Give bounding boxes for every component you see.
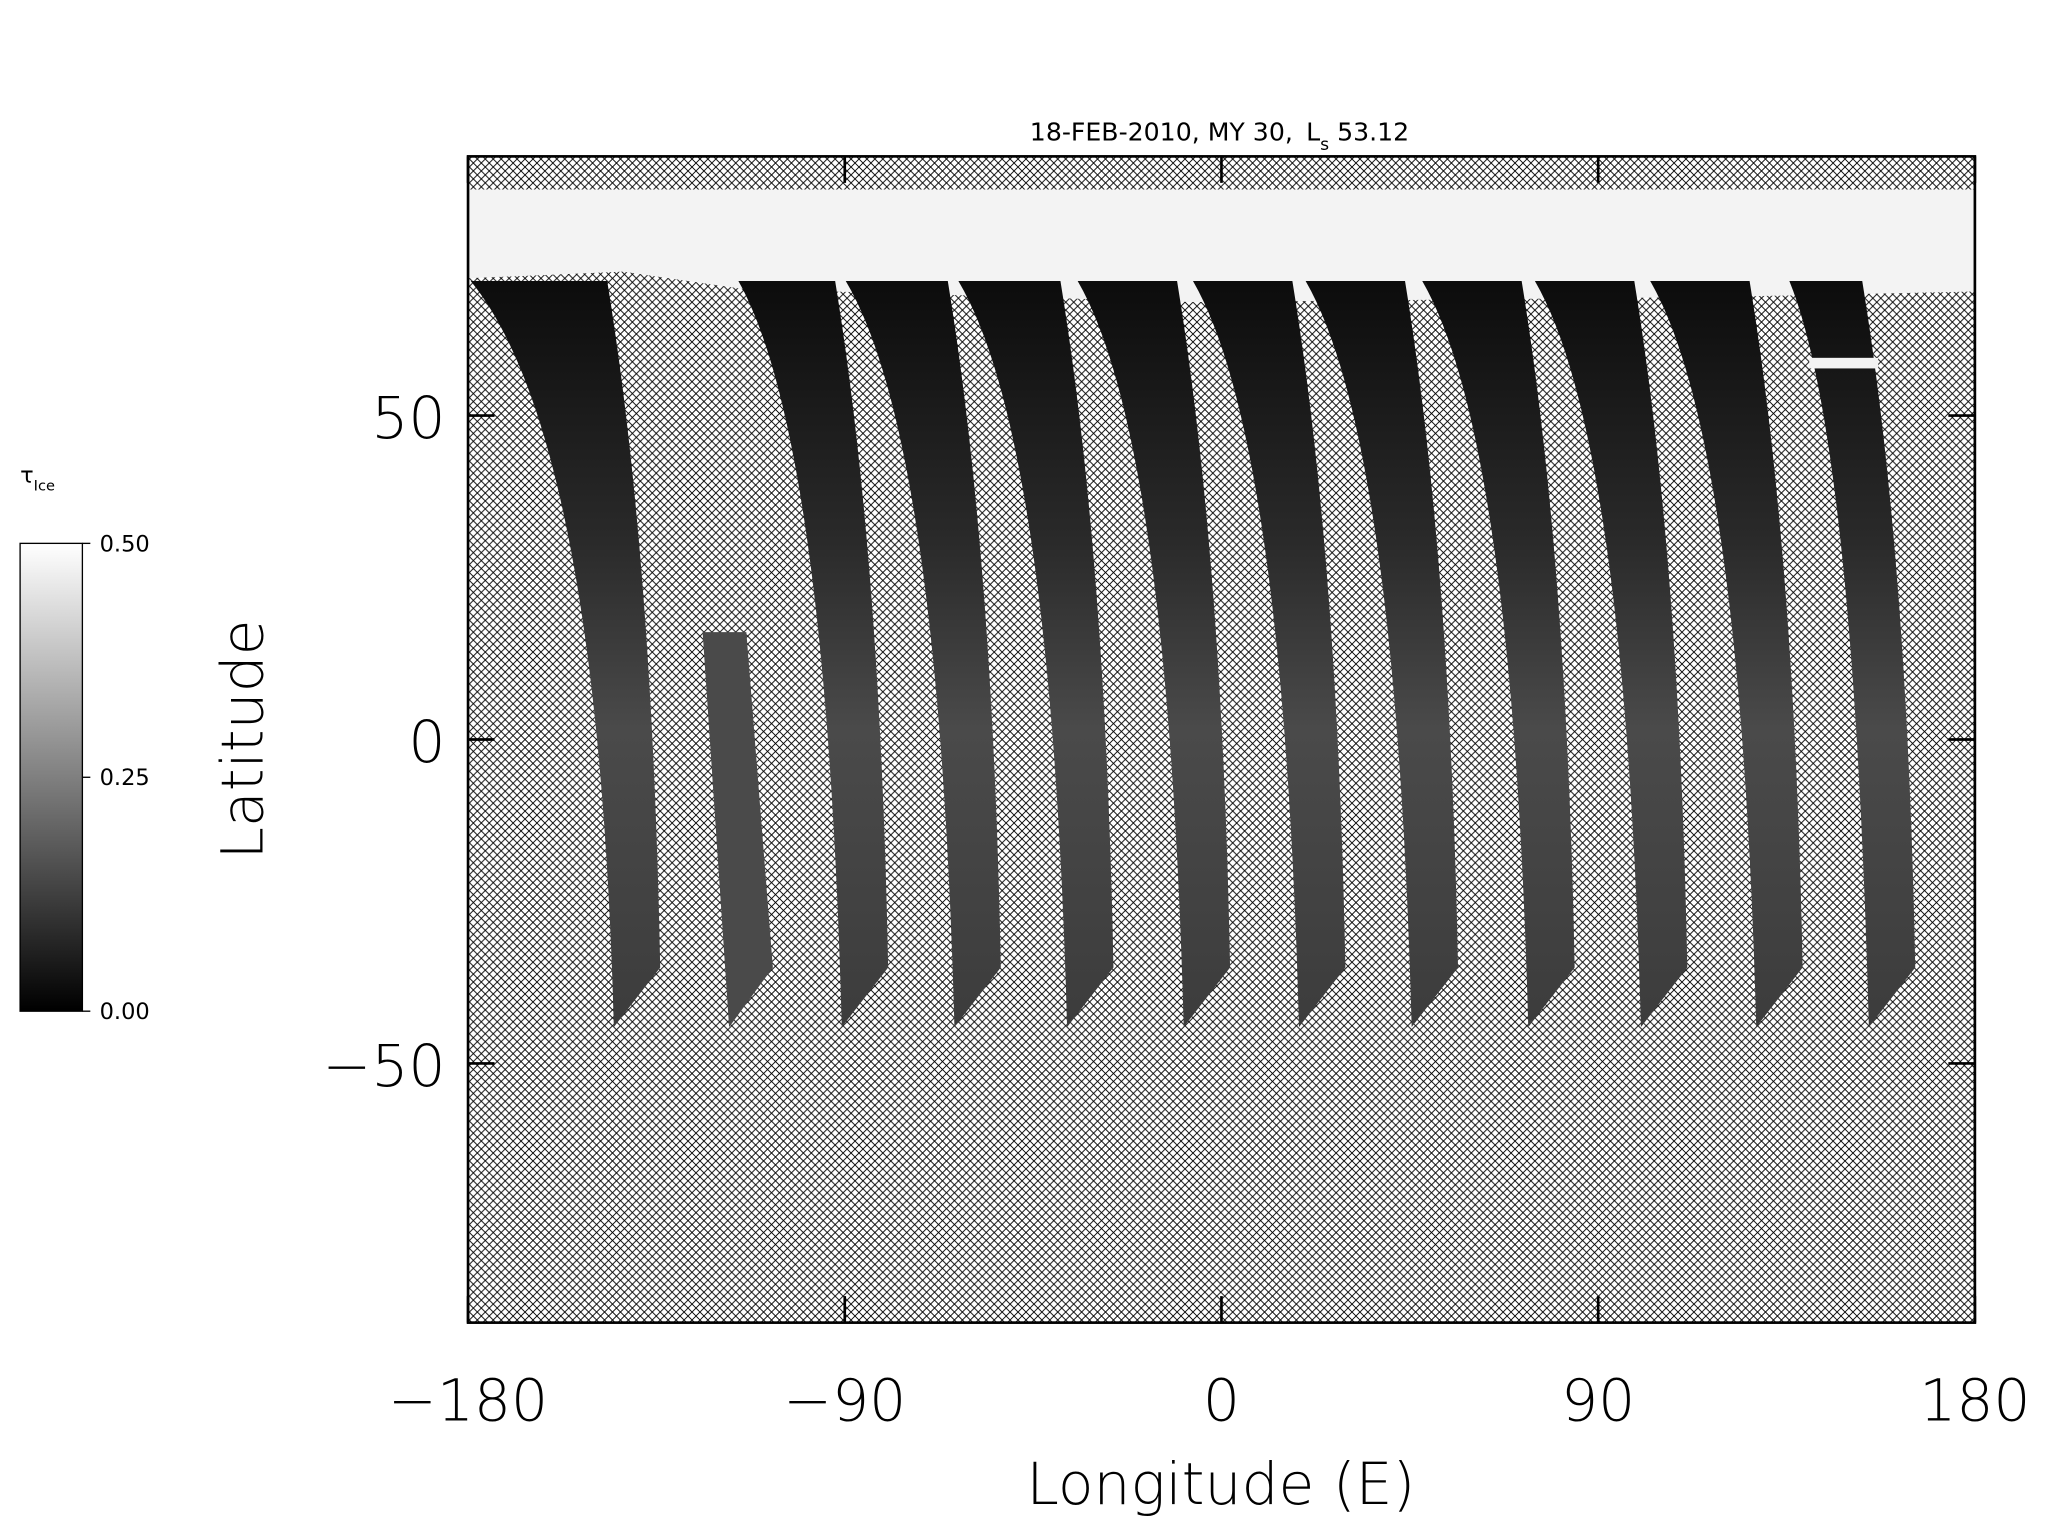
swath [1422, 280, 1575, 1028]
swath [958, 280, 1114, 1028]
colorbar: τIce 0.00 0.25 0.50 [19, 462, 150, 1025]
polar-cap [468, 189, 1975, 303]
swath [1192, 280, 1346, 1028]
swath [1534, 280, 1688, 1028]
colorbar-scale [19, 542, 84, 1012]
colorbar-tick-label: 0.25 [100, 765, 150, 791]
title-ls-value: 53.12 [1337, 117, 1409, 146]
title-text: 18-FEB-2010, MY 30, [1030, 117, 1293, 146]
x-axis-title: Longitude (E) [1026, 1450, 1415, 1518]
colorbar-tau: τ [20, 462, 34, 488]
swath [1789, 280, 1916, 1028]
colorbar-title: τIce [20, 462, 55, 494]
colorbar-tau-sub: Ice [34, 477, 55, 494]
swath [702, 632, 773, 1028]
y-tick-label: 0 [408, 708, 445, 776]
x-tick-label: 180 [1919, 1367, 2030, 1435]
x-tick-label: 90 [1561, 1367, 1635, 1435]
plot-area [468, 156, 1975, 1323]
swaths [470, 280, 1916, 1028]
colorbar-tick-label: 0.50 [100, 531, 150, 557]
colorbar-tick-label: 0.00 [100, 999, 150, 1025]
title-ls-sub: s [1320, 135, 1329, 155]
swath [738, 280, 889, 1028]
axes: −180 −90 0 90 180 −50 0 50 [322, 156, 2031, 1435]
swath [1305, 280, 1459, 1028]
swath [1650, 280, 1803, 1028]
y-tick-label: −50 [322, 1032, 445, 1100]
y-axis-title: Latitude [209, 620, 277, 860]
chart-title: 18-FEB-2010, MY 30, Ls 53.12 [1030, 117, 1409, 154]
x-tick-label: 0 [1203, 1367, 1240, 1435]
swath [470, 280, 661, 1028]
title-ls: L [1306, 117, 1320, 146]
swath-gap [1809, 357, 1879, 369]
y-tick-label: 50 [371, 384, 445, 452]
x-tick-label: −90 [783, 1367, 906, 1435]
swath [845, 280, 1001, 1028]
swath [1077, 280, 1231, 1028]
x-tick-label: −180 [388, 1367, 548, 1435]
